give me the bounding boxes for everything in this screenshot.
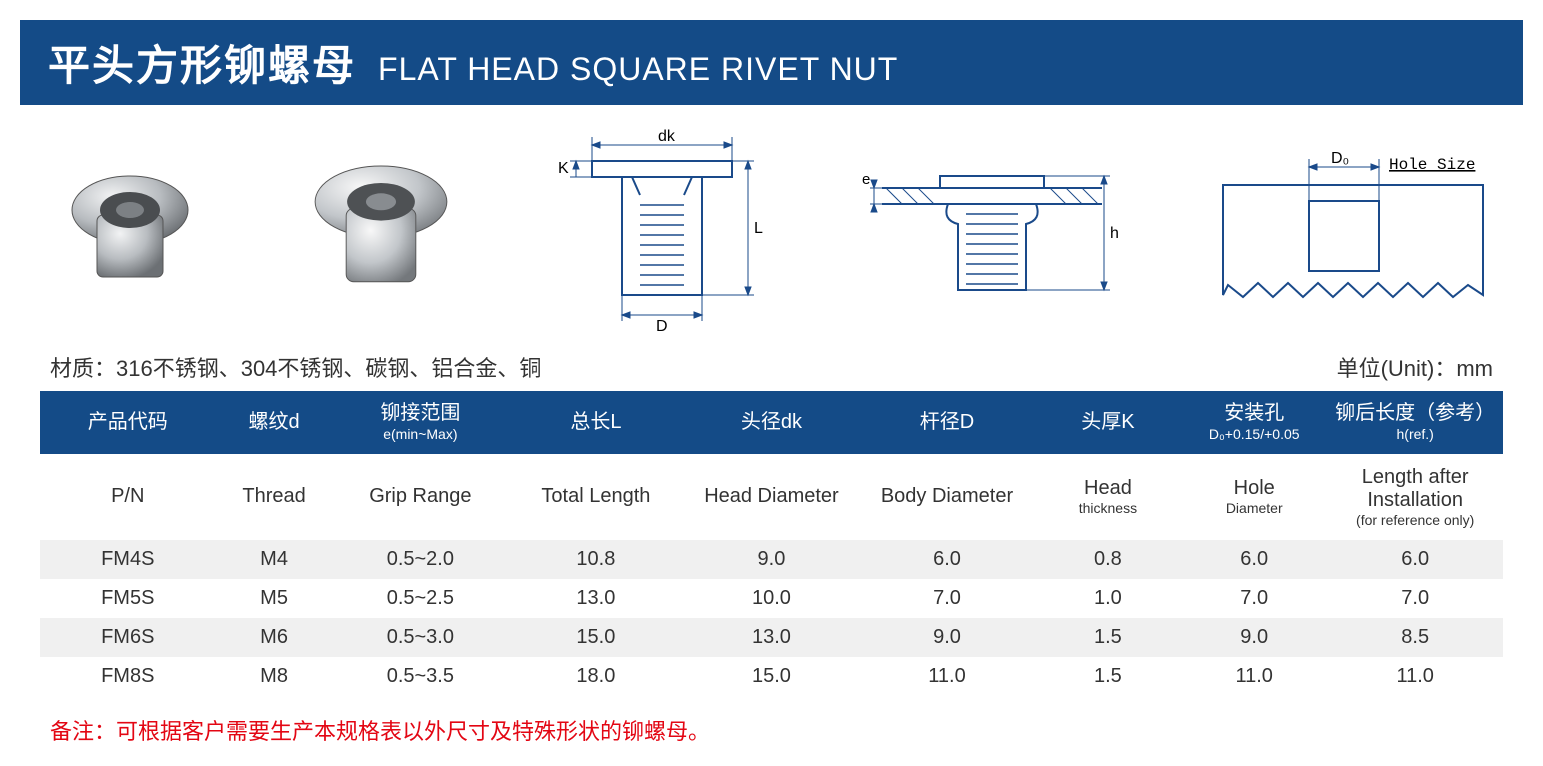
- table-cell: 1.5: [1035, 618, 1181, 657]
- diagram-row: dk K L D: [20, 105, 1523, 351]
- table-cell: 10.8: [508, 540, 684, 579]
- table-cell: 6.0: [1327, 540, 1503, 579]
- table-header-cell: 铆后长度（参考）h(ref.): [1327, 391, 1503, 454]
- table-cell: 0.5~2.5: [333, 579, 509, 618]
- table-cell: FM6S: [40, 618, 216, 657]
- table-row: FM4SM40.5~2.010.89.06.00.86.06.0: [40, 540, 1503, 579]
- table-header-cell: Headthickness: [1035, 454, 1181, 540]
- table-header-cell: P/N: [40, 454, 216, 540]
- table-header-cell: 安装孔D₀+0.15/+0.05: [1181, 391, 1327, 454]
- table-header-cell: Head Diameter: [684, 454, 860, 540]
- table-cell: 0.8: [1035, 540, 1181, 579]
- table-cell: M5: [216, 579, 333, 618]
- table-cell: 1.0: [1035, 579, 1181, 618]
- table-row: FM6SM60.5~3.015.013.09.01.59.08.5: [40, 618, 1503, 657]
- table-header-cell: HoleDiameter: [1181, 454, 1327, 540]
- product-photo-2: [301, 150, 461, 310]
- info-row: 材质：316不锈钢、304不锈钢、碳钢、铝合金、铜 单位(Unit)：mm: [20, 351, 1523, 391]
- table-header-cell: 头厚K: [1035, 391, 1181, 454]
- table-cell: 7.0: [1181, 579, 1327, 618]
- table-header-cell: 铆接范围e(min~Max): [333, 391, 509, 454]
- table-cell: M6: [216, 618, 333, 657]
- table-cell: M8: [216, 657, 333, 696]
- table-cell: FM5S: [40, 579, 216, 618]
- table-body: FM4SM40.5~2.010.89.06.00.86.06.0FM5SM50.…: [40, 540, 1503, 696]
- table-cell: 9.0: [1181, 618, 1327, 657]
- table-header-cell: Length after Installation(for reference …: [1327, 454, 1503, 540]
- label-hole-size: Hole Size: [1389, 156, 1475, 174]
- spec-table: 产品代码螺纹d铆接范围e(min~Max)总长L头径dk杆径D头厚K安装孔D₀+…: [40, 391, 1503, 696]
- table-header-cell: 总长L: [508, 391, 684, 454]
- table-cell: 6.0: [1181, 540, 1327, 579]
- product-photo-1: [50, 150, 210, 310]
- table-header-cell: 螺纹d: [216, 391, 333, 454]
- material-label: 材质：316不锈钢、304不锈钢、碳钢、铝合金、铜: [50, 351, 541, 383]
- table-cell: 11.0: [1181, 657, 1327, 696]
- table-header-cn: 产品代码螺纹d铆接范围e(min~Max)总长L头径dk杆径D头厚K安装孔D₀+…: [40, 391, 1503, 454]
- label-D: D: [656, 318, 668, 335]
- table-header-cell: 产品代码: [40, 391, 216, 454]
- title-bar: 平头方形铆螺母 FLAT HEAD SQUARE RIVET NUT: [20, 20, 1523, 105]
- table-cell: 15.0: [508, 618, 684, 657]
- table-cell: FM4S: [40, 540, 216, 579]
- table-cell: M4: [216, 540, 333, 579]
- table-cell: 10.0: [684, 579, 860, 618]
- title-english: FLAT HEAD SQUARE RIVET NUT: [378, 51, 898, 88]
- table-cell: 7.0: [1327, 579, 1503, 618]
- table-cell: 0.5~2.0: [333, 540, 509, 579]
- label-dk: dk: [658, 128, 676, 145]
- table-cell: 0.5~3.0: [333, 618, 509, 657]
- diagram-installed-view: e h: [862, 140, 1122, 320]
- table-cell: 13.0: [684, 618, 860, 657]
- table-cell: 18.0: [508, 657, 684, 696]
- table-header-cell: Thread: [216, 454, 333, 540]
- label-h: h: [1110, 225, 1119, 242]
- table-header-cell: Body Diameter: [859, 454, 1035, 540]
- table-cell: 15.0: [684, 657, 860, 696]
- footnote: 备注：可根据客户需要生产本规格表以外尺寸及特殊形状的铆螺母。: [20, 696, 1523, 746]
- table-header-cell: Grip Range: [333, 454, 509, 540]
- table-cell: 7.0: [859, 579, 1035, 618]
- table-cell: 1.5: [1035, 657, 1181, 696]
- table-header-cell: Total Length: [508, 454, 684, 540]
- label-e: e: [862, 171, 870, 188]
- table-cell: 9.0: [859, 618, 1035, 657]
- diagram-side-view: dk K L D: [552, 125, 772, 335]
- diagram-hole-size: D₀ Hole Size: [1213, 145, 1493, 315]
- table-cell: 11.0: [1327, 657, 1503, 696]
- table-cell: 13.0: [508, 579, 684, 618]
- table-cell: FM8S: [40, 657, 216, 696]
- label-K: K: [558, 160, 569, 177]
- table-cell: 9.0: [684, 540, 860, 579]
- table-row: FM5SM50.5~2.513.010.07.01.07.07.0: [40, 579, 1503, 618]
- unit-label: 单位(Unit)：mm: [1337, 351, 1493, 383]
- table-cell: 11.0: [859, 657, 1035, 696]
- table-header-cell: 头径dk: [684, 391, 860, 454]
- table-row: FM8SM80.5~3.518.015.011.01.511.011.0: [40, 657, 1503, 696]
- table-cell: 6.0: [859, 540, 1035, 579]
- label-D0: D₀: [1331, 150, 1349, 167]
- table-header-en: P/NThreadGrip RangeTotal LengthHead Diam…: [40, 454, 1503, 540]
- table-header-cell: 杆径D: [859, 391, 1035, 454]
- table-cell: 8.5: [1327, 618, 1503, 657]
- title-chinese: 平头方形铆螺母: [48, 32, 356, 93]
- label-L: L: [754, 220, 763, 237]
- table-cell: 0.5~3.5: [333, 657, 509, 696]
